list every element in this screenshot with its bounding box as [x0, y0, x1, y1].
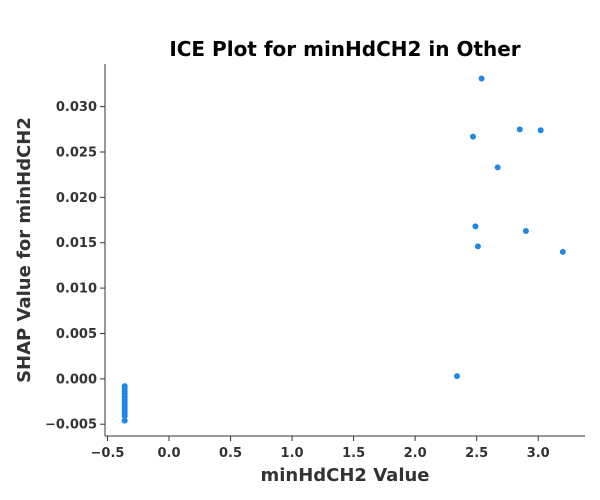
x-tick-label: 0.0 [157, 446, 180, 461]
x-tick-label: 1.0 [281, 446, 304, 461]
data-point [454, 373, 460, 380]
y-tick-label: 0.015 [56, 236, 97, 251]
data-point [474, 243, 481, 250]
y-tick-label: −0.005 [45, 418, 97, 433]
data-points [121, 75, 566, 424]
y-tick-label: 0.000 [56, 372, 97, 387]
x-axis-label: minHdCH2 Value [260, 465, 429, 486]
data-point [522, 227, 529, 234]
data-point [537, 127, 544, 134]
x-tick-label: −0.5 [91, 446, 125, 461]
x-tick-label: 2.5 [465, 446, 488, 461]
data-point [494, 164, 501, 171]
data-point [470, 133, 476, 140]
data-point [559, 248, 566, 255]
y-tick-label: 0.030 [56, 100, 97, 115]
data-point [472, 223, 479, 230]
data-point [478, 75, 485, 82]
x-tick-label: 1.5 [342, 446, 365, 461]
y-tick-label: 0.020 [56, 191, 97, 206]
x-tick-label: 0.5 [219, 446, 242, 461]
y-tick-label: 0.005 [56, 327, 97, 342]
y-axis-label: SHAP Value for minHdCH2 [14, 117, 35, 383]
data-point [121, 417, 128, 424]
chart-title: ICE Plot for minHdCH2 in Other [169, 37, 520, 61]
y-tick-label: 0.025 [56, 146, 97, 161]
data-point [516, 126, 523, 133]
data-point [121, 413, 128, 420]
y-tick-label: 0.010 [56, 282, 97, 297]
x-tick-label: 2.0 [404, 446, 427, 461]
x-tick-label: 3.0 [527, 446, 550, 461]
axes: −0.5 0.0 0.5 1.0 1.5 2.0 2.5 3.0 −0.005 0.000 0.00… [45, 64, 585, 461]
